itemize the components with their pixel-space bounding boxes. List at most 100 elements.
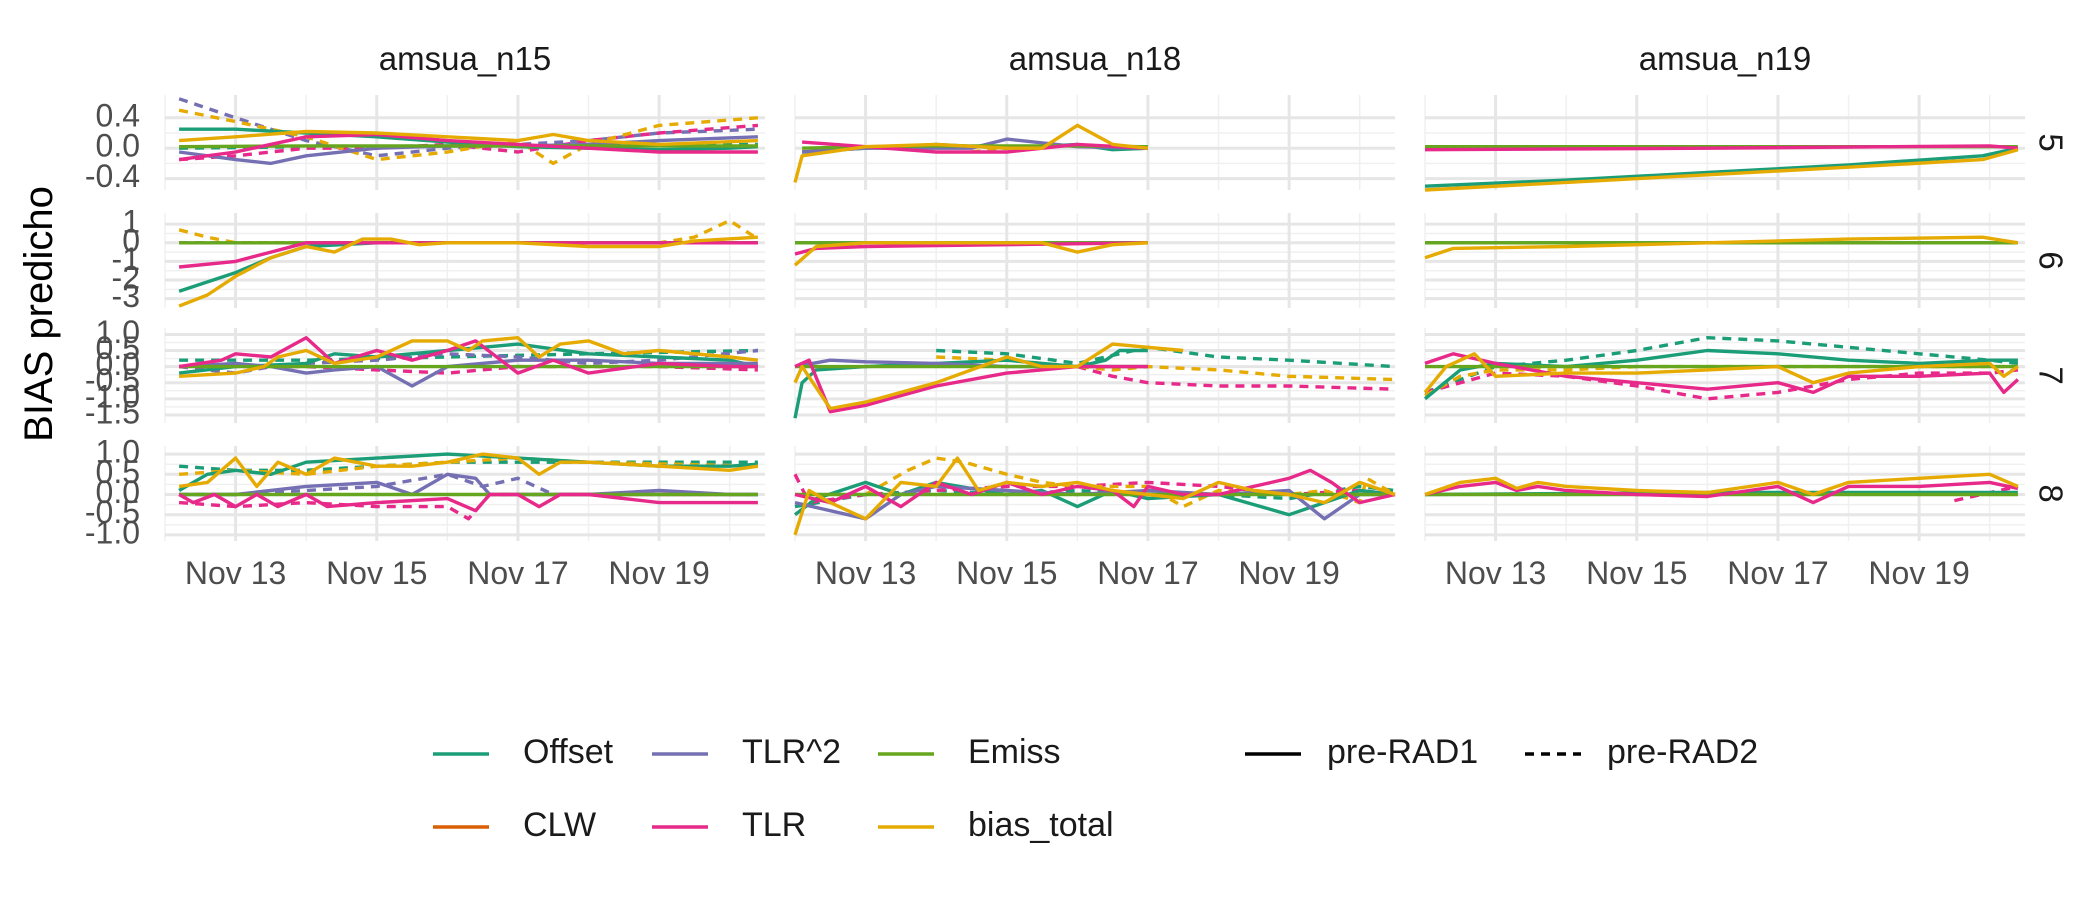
series-line-tlr-pre-rad1 (794, 358, 1148, 414)
facet-title-amsua-n19: amsua_n19 (1639, 40, 1811, 77)
series-line-bias-total-pre-rad1 (793, 456, 1396, 536)
series-line-bias-total-pre-rad1 (1424, 148, 2019, 192)
series-line-tlr-2-pre-rad2 (179, 472, 758, 497)
series-line-tlr-pre-rad2 (178, 123, 759, 162)
panel-amsua-n19-8 (1424, 446, 2025, 541)
series-line-bias-total-pre-rad1 (179, 336, 759, 378)
legend: Offset TLR^2 Emiss CLW TLR bias_total pre-RAD1… (433, 733, 1758, 844)
x-tick-label: Nov 13 (1445, 555, 1546, 591)
y-tick-label: -0.5 (85, 494, 140, 530)
series-line-tlr-pre-rad1 (794, 241, 1148, 256)
series-line-tlr-pre-rad1 (1424, 352, 2020, 395)
panel-background (1425, 95, 2025, 190)
y-tick-label: -3 (112, 278, 140, 314)
x-tick-label: Nov 17 (1097, 555, 1198, 591)
y-tick-label: 0.4 (96, 97, 140, 133)
y-axis-title: BIAS predicho (17, 186, 61, 442)
series-line-tlr-2-pre-rad1 (179, 472, 758, 497)
legend-item-offset: Offset (433, 733, 614, 771)
legend-item-tlr-2: TLR^2 (652, 733, 841, 771)
series-line-tlr-pre-rad1 (178, 132, 758, 162)
series-line-bias-total-pre-rad1 (1424, 235, 2019, 260)
series-line-tlr-pre-rad2 (1076, 364, 1396, 391)
x-tick-label: Nov 15 (1586, 555, 1687, 591)
y-tick-label: -1.0 (85, 378, 140, 414)
x-tick-label: Nov 17 (467, 555, 568, 591)
x-tick-label: Nov 15 (956, 555, 1057, 591)
facet-title-amsua-n15: amsua_n15 (379, 40, 551, 77)
x-tick-label: Nov 19 (608, 555, 709, 591)
y-tick-label: -1 (112, 241, 140, 277)
series-line-tlr-pre-rad1 (178, 492, 758, 513)
facet-row-label-6: 6 (2032, 251, 2069, 269)
legend-label-tlr-2: TLR^2 (742, 733, 841, 771)
series-line-offset-pre-rad1 (793, 480, 1396, 517)
series-line-bias-total-pre-rad1 (793, 241, 1148, 267)
facet-row-label-5: 5 (2032, 133, 2069, 151)
legend-label-bias-total: bias_total (968, 806, 1114, 844)
panel-amsua-n19-7 (1423, 328, 2025, 423)
y-tick-label: -0.5 (85, 362, 140, 398)
series-line-tlr-pre-rad1 (801, 140, 1148, 154)
series-line-tlr-pre-rad1 (1424, 144, 2019, 152)
x-tick-label: Nov 13 (185, 555, 286, 591)
series-line-offset-pre-rad2 (178, 460, 758, 472)
y-tick-label: 1.0 (96, 434, 140, 470)
legend-label-tlr: TLR (742, 806, 806, 844)
x-tick-label: Nov 19 (1238, 555, 1339, 591)
facet-row-label-8: 8 (2032, 484, 2069, 502)
legend-label-clw: CLW (523, 806, 596, 844)
series-line-tlr-pre-rad1 (178, 241, 758, 269)
y-tick-label: 0.5 (96, 454, 140, 490)
series-line-tlr-pre-rad1 (178, 336, 758, 375)
series-line-bias-total-pre-rad1 (1424, 472, 2019, 497)
panel-amsua-n15-5 (164, 95, 765, 190)
series-line-bias-total-pre-rad1 (178, 452, 759, 489)
legend-item-pre-rad2: pre-RAD2 (1525, 733, 1758, 771)
series-line-tlr-pre-rad1 (1424, 480, 2019, 505)
legend-label-emiss: Emiss (968, 733, 1061, 771)
panel-amsua-n19-5 (1424, 95, 2025, 192)
panel-amsua-n18-8 (793, 446, 1396, 541)
facet-row-label-7: 7 (2032, 366, 2069, 384)
panel-amsua-n15-7 (164, 328, 765, 423)
panel-amsua-n15-6 (164, 213, 765, 308)
y-tick-label: 0.5 (96, 330, 140, 366)
y-tick-label: 0.0 (96, 346, 140, 382)
legend-item-emiss: Emiss (878, 733, 1061, 771)
panel-amsua-n19-6 (1424, 213, 2025, 308)
series-line-bias-total-pre-rad1 (793, 342, 1184, 411)
x-tick-label: Nov 15 (326, 555, 427, 591)
panel-amsua-n18-5 (793, 95, 1395, 190)
series-line-bias-total-pre-rad1 (178, 129, 758, 147)
panel-amsua-n18-7 (793, 328, 1396, 423)
y-tick-label: 0.0 (96, 128, 140, 164)
y-tick-label: -1.5 (85, 394, 140, 430)
legend-item-clw: CLW (433, 806, 596, 844)
legend-item-bias-total: bias_total (878, 806, 1114, 844)
series-line-bias-total-pre-rad2 (1424, 364, 2018, 398)
legend-label-offset: Offset (523, 733, 614, 771)
panel-amsua-n15-8 (164, 446, 765, 541)
facet-title-amsua-n18: amsua_n18 (1009, 40, 1181, 77)
x-tick-label: Nov 13 (815, 555, 916, 591)
legend-label-pre-rad2: pre-RAD2 (1607, 733, 1758, 771)
series-line-offset-pre-rad2 (1424, 336, 2019, 394)
y-tick-label: 0.0 (96, 474, 140, 510)
legend-item-tlr: TLR (652, 806, 806, 844)
y-tick-label: 1 (122, 204, 140, 240)
y-tick-label: 1.0 (96, 314, 140, 350)
y-tick-label: -0.4 (85, 158, 140, 194)
x-tick-label: Nov 17 (1727, 555, 1828, 591)
legend-item-pre-rad1: pre-RAD1 (1245, 733, 1478, 771)
series-line-bias-total-pre-rad1 (178, 235, 758, 308)
y-tick-label: -2 (112, 260, 140, 296)
y-tick-label: 0 (122, 222, 140, 258)
x-tick-label: Nov 19 (1868, 555, 1969, 591)
series-line-bias-total-pre-rad1 (793, 123, 1149, 183)
panel-amsua-n18-6 (793, 213, 1395, 308)
series-line-tlr-pre-rad1 (794, 468, 1396, 509)
y-tick-label: -1.0 (85, 514, 140, 550)
